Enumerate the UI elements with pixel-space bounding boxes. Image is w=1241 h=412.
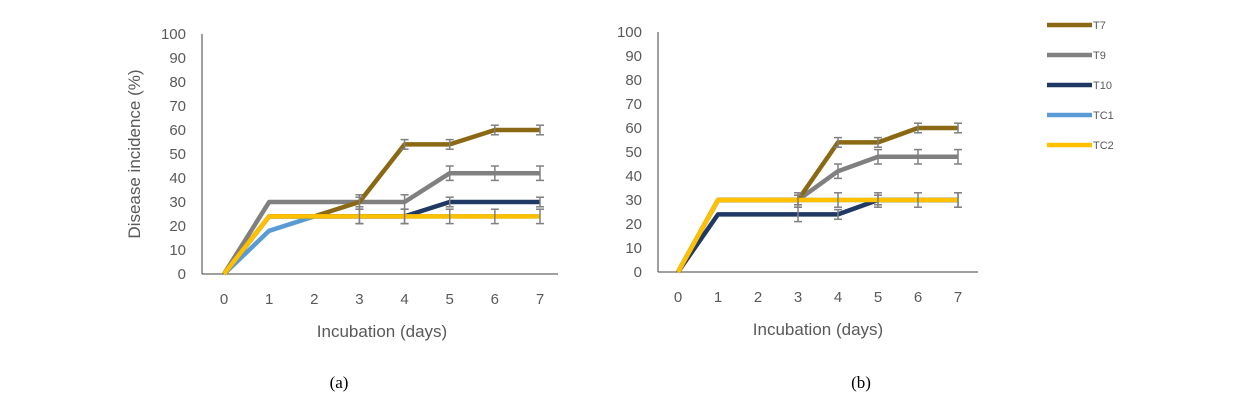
error-bar-t10 [834,208,842,220]
error-bar-t9 [445,165,454,182]
x-tick-label: 6 [914,289,922,306]
y-tick-label: 80 [169,74,186,91]
x-tick-label: 1 [714,289,722,306]
legend: T7 T9 T10 TC1 TC2 [1047,20,1114,152]
error-bar-tc2 [355,208,364,225]
x-tick-label: 4 [400,291,408,308]
error-bar-t10 [445,196,454,208]
x-tick-label: 7 [536,291,544,308]
y-tick-label: 60 [625,120,642,137]
y-tick-label: 80 [625,72,642,89]
x-tick-label: 0 [220,291,228,308]
x-tick-label: 4 [834,289,842,306]
x-tick-label: 5 [446,291,454,308]
y-tick-label: 30 [625,192,642,209]
series-line-tc2 [676,197,958,274]
error-bar-t9 [874,148,882,165]
x-tick-label: 1 [265,291,273,308]
x-tick-label: 2 [754,289,762,306]
y-tick-label: 50 [169,146,186,163]
legend-item-t10: T10 [1047,80,1112,92]
error-bar-t9 [834,163,842,180]
legend-item-t7: T7 [1047,20,1106,32]
error-bar-t7 [834,136,842,148]
error-bar-t9 [954,148,962,165]
error-bar-t7 [400,138,409,150]
y-tick-label: 70 [625,96,642,113]
legend-label-t9: T9 [1093,50,1106,62]
chart-b: 0 10 20 30 40 50 60 70 80 90 100 0 1 2 3 4 5 6 7 Incubation… [617,24,978,339]
error-bar-tc2 [536,208,544,225]
y-tick-label: 100 [617,24,642,41]
x-tick-label: 2 [310,291,318,308]
y-tick-label: 90 [169,50,186,67]
error-bar-t7 [536,124,544,136]
error-bar-tc2 [445,208,454,225]
error-bar-tc2 [490,208,499,225]
error-bar-t9 [490,165,499,182]
y-tick-label: 90 [625,48,642,65]
error-bar-t7 [954,122,962,134]
legend-item-tc2: TC2 [1047,140,1114,152]
x-tick-label: 5 [874,289,882,306]
error-bar-t7 [874,136,882,148]
y-tick-label: 70 [169,98,186,115]
error-bar-tc2 [400,208,409,225]
x-tick-label: 6 [491,291,499,308]
y-tick-label: 40 [169,170,186,187]
y-tick-label: 30 [169,194,186,211]
x-axis-title: Incubation (days) [753,320,883,339]
error-bar-tc2 [954,192,962,208]
error-bar-tc2 [874,192,882,208]
x-tick-label: 7 [954,289,962,306]
x-tick-label: 3 [794,289,802,306]
y-tick-label: 20 [169,218,186,235]
y-tick-label: 40 [625,168,642,185]
y-tick-label: 50 [625,144,642,161]
chart-a: 0 10 20 30 40 50 60 70 80 90 100 0 1 2 3 4 5 6 7 Incubation… [125,26,558,341]
series-line-t10 [222,199,540,276]
y-tick-label: 100 [161,26,186,43]
error-bar-t7 [355,196,364,208]
series-line-t10 [676,197,958,274]
x-tick-label: 0 [674,289,682,306]
legend-label-tc1: TC1 [1093,110,1114,122]
x-tick-label: 3 [355,291,363,308]
y-tick-label: 20 [625,216,642,233]
error-bar-t7 [490,124,499,136]
caption-b: (b) [851,373,871,392]
error-bar-tc2 [794,192,802,208]
error-bar-t7 [445,138,454,150]
series-line-tc2 [222,214,540,276]
series-line-tc1 [676,197,958,274]
error-bar-t9 [536,165,544,182]
y-tick-label: 0 [178,266,186,283]
error-bar-tc2 [914,192,922,208]
y-tick-label: 60 [169,122,186,139]
legend-label-t10: T10 [1093,80,1112,92]
series-line-tc1 [222,214,540,276]
caption-a: (a) [330,373,349,392]
y-tick-label: 10 [169,242,186,259]
error-bar-t9 [914,148,922,165]
legend-item-tc1: TC1 [1047,110,1114,122]
y-tick-label: 0 [634,264,642,281]
legend-label-tc2: TC2 [1093,140,1114,152]
y-tick-label: 10 [625,240,642,257]
x-axis-title: Incubation (days) [317,322,447,341]
error-bar-tc2 [834,192,842,208]
legend-item-t9: T9 [1047,50,1106,62]
error-bar-t10 [536,196,544,208]
legend-label-t7: T7 [1093,20,1106,32]
y-axis-title: Disease incidence (%) [125,69,144,238]
error-bar-t7 [914,122,922,134]
series-line-t9 [222,170,540,276]
